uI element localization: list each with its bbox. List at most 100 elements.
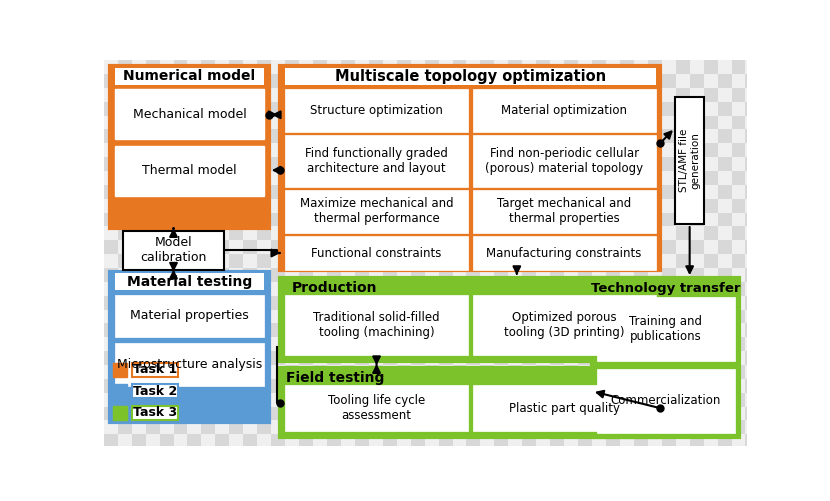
Bar	[508, 102, 522, 116]
Bar	[620, 185, 634, 199]
Bar	[411, 282, 425, 296]
Bar	[731, 476, 745, 490]
Bar	[745, 296, 759, 310]
Bar	[704, 407, 718, 420]
Bar	[676, 199, 690, 212]
Bar	[731, 199, 745, 212]
Bar	[452, 296, 466, 310]
Bar	[745, 351, 759, 365]
Bar	[188, 60, 202, 74]
Bar	[731, 60, 745, 74]
Bar	[159, 462, 173, 476]
Bar	[536, 434, 550, 448]
Bar	[369, 74, 383, 88]
Bar	[383, 462, 397, 476]
Bar	[508, 129, 522, 143]
Bar	[438, 171, 452, 185]
Bar	[731, 226, 745, 240]
Bar	[425, 490, 438, 501]
Bar	[745, 448, 759, 462]
Bar	[704, 324, 718, 337]
Bar	[159, 393, 173, 407]
Bar	[118, 254, 132, 268]
Bar	[383, 310, 397, 324]
Bar	[452, 420, 466, 434]
Bar	[188, 351, 202, 365]
Bar	[704, 490, 718, 501]
Bar	[313, 199, 327, 212]
Text: Functional constraints: Functional constraints	[311, 246, 442, 260]
Bar	[704, 310, 718, 324]
Bar	[745, 462, 759, 476]
Bar	[662, 462, 676, 476]
Bar	[341, 143, 355, 157]
Bar	[466, 337, 481, 351]
Bar	[564, 296, 578, 310]
Bar	[411, 116, 425, 129]
Bar	[690, 254, 704, 268]
Bar	[731, 185, 745, 199]
Bar	[188, 74, 202, 88]
Bar	[620, 268, 634, 282]
Bar	[620, 282, 634, 296]
Bar	[341, 129, 355, 143]
Bar	[299, 60, 313, 74]
Bar	[481, 60, 495, 74]
Bar	[564, 476, 578, 490]
Bar	[606, 296, 620, 310]
Bar	[452, 407, 466, 420]
Bar	[718, 462, 731, 476]
Bar	[522, 199, 536, 212]
Bar	[313, 226, 327, 240]
Bar	[597, 297, 735, 361]
Bar	[159, 324, 173, 337]
Bar	[202, 60, 215, 74]
Bar	[159, 448, 173, 462]
Bar	[188, 324, 202, 337]
Bar	[690, 379, 704, 393]
Bar	[145, 116, 159, 129]
Bar	[634, 351, 647, 365]
Bar	[592, 310, 606, 324]
Bar	[452, 490, 466, 501]
Bar	[606, 116, 620, 129]
Bar	[188, 143, 202, 157]
Bar	[145, 379, 159, 393]
Bar	[466, 60, 481, 74]
Bar	[718, 296, 731, 310]
Bar	[508, 393, 522, 407]
Bar	[425, 448, 438, 462]
Bar	[327, 74, 341, 88]
Bar	[215, 462, 229, 476]
Bar	[341, 88, 355, 102]
Bar	[243, 476, 257, 490]
Bar	[425, 88, 438, 102]
Bar	[606, 157, 620, 171]
Bar	[257, 240, 271, 254]
Bar	[159, 102, 173, 116]
Bar	[495, 185, 508, 199]
Bar	[634, 310, 647, 324]
Bar	[536, 88, 550, 102]
Bar	[662, 420, 676, 434]
Bar	[536, 102, 550, 116]
Bar	[647, 143, 662, 157]
Bar	[202, 490, 215, 501]
Bar	[425, 116, 438, 129]
Bar	[452, 199, 466, 212]
Bar	[647, 490, 662, 501]
Bar	[132, 88, 145, 102]
Bar	[202, 476, 215, 490]
Bar	[676, 393, 690, 407]
Bar	[472, 89, 656, 132]
Bar	[281, 66, 660, 271]
Bar	[188, 212, 202, 226]
Bar	[369, 476, 383, 490]
Bar	[188, 337, 202, 351]
Bar	[341, 171, 355, 185]
Bar	[550, 476, 564, 490]
Bar	[397, 185, 411, 199]
Bar	[104, 324, 118, 337]
Bar	[634, 448, 647, 462]
Bar	[536, 254, 550, 268]
